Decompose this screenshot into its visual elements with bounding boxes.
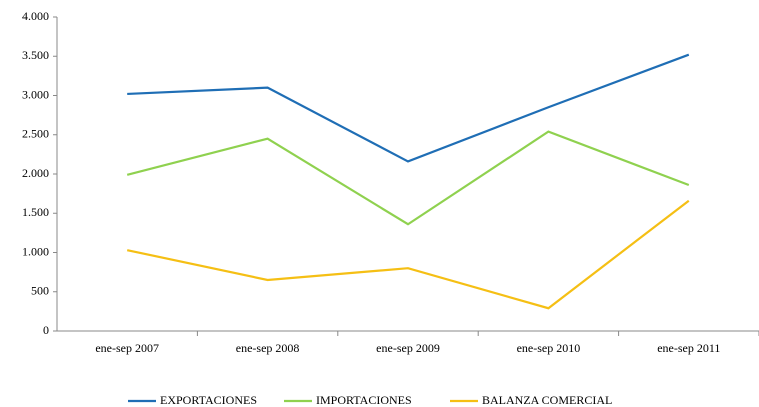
y-tick-label: 1.000 [22,244,49,258]
x-tick-label: ene-sep 2008 [236,341,300,355]
y-tick-label: 500 [31,284,49,298]
y-tick-label: 2.500 [22,127,49,141]
y-tick-label: 1.500 [22,205,49,219]
x-tick-label: ene-sep 2007 [95,341,159,355]
legend-label: BALANZA COMERCIAL [482,393,612,407]
y-tick-label: 3.500 [22,48,49,62]
y-tick-label: 4.000 [22,9,49,23]
legend-label: EXPORTACIONES [160,393,257,407]
x-tick-label: ene-sep 2009 [376,341,440,355]
y-tick-label: 2.000 [22,166,49,180]
y-tick-label: 3.000 [22,87,49,101]
series-line [127,53,690,163]
series-line [126,130,690,226]
series-line [126,199,690,310]
legend-label: IMPORTACIONES [316,393,412,407]
y-tick-label: 0 [43,323,49,337]
x-tick-label: ene-sep 2010 [517,341,581,355]
x-tick-label: ene-sep 2011 [657,341,720,355]
